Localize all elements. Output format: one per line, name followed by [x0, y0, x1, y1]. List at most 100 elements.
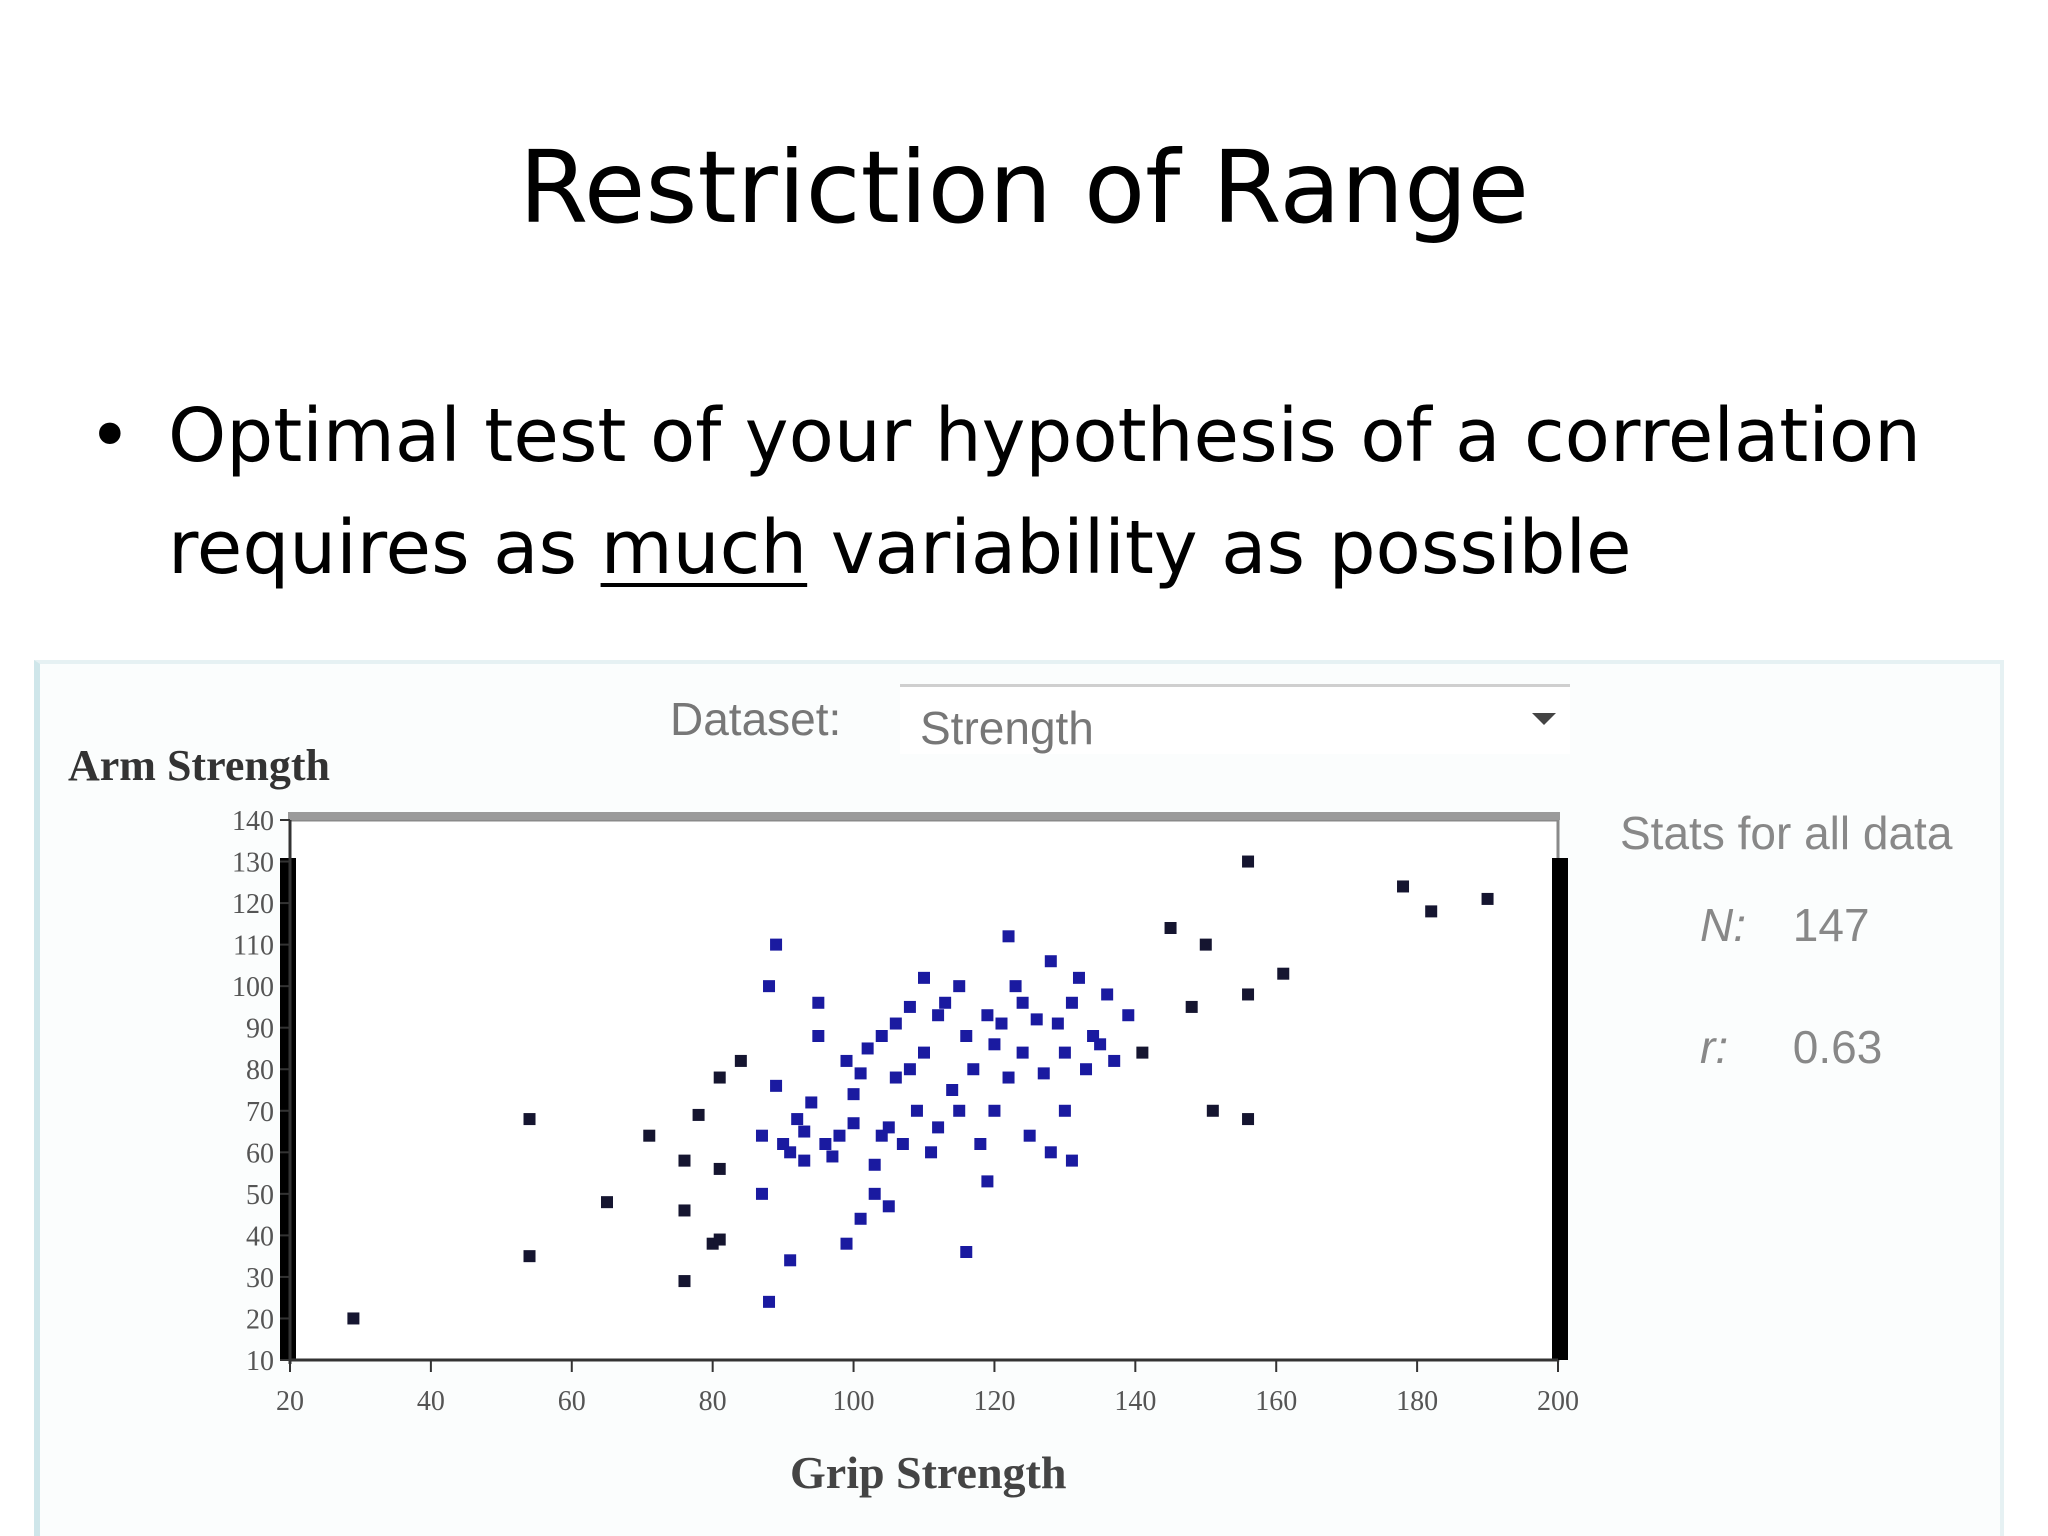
scatter-point [875, 1030, 888, 1042]
scatter-point [678, 1204, 691, 1217]
right-range-bar [1552, 858, 1568, 1360]
scatter-point [1199, 938, 1212, 951]
scatter-point [1016, 996, 1029, 1009]
scatter-point [854, 1067, 867, 1080]
y-tick-label: 10 [246, 1346, 274, 1377]
scatter-point [889, 1071, 902, 1084]
scatter-point [1122, 1009, 1135, 1022]
y-axis-title: Arm Strength [68, 741, 330, 790]
x-tick-label: 140 [1114, 1386, 1156, 1417]
scatter-point [946, 1084, 959, 1096]
x-tick-label: 20 [276, 1386, 304, 1417]
bullet-marker: • [88, 393, 132, 479]
scatter-point [755, 1129, 768, 1142]
scatter-point [713, 1233, 726, 1246]
scatter-point [960, 1030, 973, 1042]
scatter-point [601, 1196, 613, 1209]
scatter-point [1206, 1104, 1219, 1117]
scatter-point [798, 1154, 811, 1167]
stat-n-label: N: [1700, 899, 1746, 951]
stat-r-label: r: [1700, 1021, 1729, 1073]
y-tick-label: 70 [246, 1097, 274, 1128]
scatter-point [347, 1312, 360, 1325]
scatter-point [1108, 1054, 1121, 1067]
scatter-point [861, 1042, 874, 1055]
x-axis-title: Grip Strength [790, 1447, 1067, 1498]
scatter-point [918, 971, 930, 984]
scatter-point [953, 980, 966, 993]
scatter-point [1101, 988, 1114, 1001]
scatter-point [910, 1104, 923, 1117]
bullet-text-end: variability as possible [807, 505, 1632, 591]
scatter-point [826, 1150, 839, 1163]
bullet-text: Optimal test of your hypothesis of a cor… [168, 380, 1988, 604]
stat-r: r: 0.63 [1700, 1020, 1882, 1074]
plot-area [288, 818, 1560, 1362]
scatter-point [678, 1275, 691, 1288]
scatter-point [995, 1017, 1008, 1030]
scatter-point [1058, 1104, 1071, 1117]
scatter-point [1002, 930, 1015, 943]
left-range-bar [280, 858, 296, 1360]
y-tick-label: 50 [246, 1180, 274, 1211]
scatter-point [1425, 905, 1438, 918]
scatter-point [784, 1254, 797, 1267]
scatter-point [1481, 892, 1494, 905]
scatter-point [868, 1187, 881, 1200]
y-tick-label: 80 [246, 1055, 274, 1086]
scatter-point [868, 1158, 881, 1171]
chevron-down-icon[interactable] [1532, 713, 1556, 725]
scatter-point [925, 1146, 938, 1159]
scatter-point [988, 1104, 1001, 1117]
scatter-point [1242, 988, 1255, 1001]
scatter-point [896, 1138, 909, 1150]
scatter-point [1164, 922, 1177, 934]
scatter-point [953, 1104, 966, 1117]
scatter-point [981, 1009, 994, 1022]
scatter-point [967, 1063, 980, 1076]
scatter-point [1185, 1000, 1198, 1013]
scatter-point [1044, 1146, 1057, 1159]
y-tick-label: 20 [246, 1304, 274, 1335]
scatter-point [833, 1129, 846, 1142]
dataset-dropdown[interactable]: Strength [900, 684, 1570, 754]
scatter-point [523, 1250, 536, 1263]
scatter-point [960, 1246, 973, 1258]
scatter-point [1016, 1046, 1029, 1059]
scatter-point [981, 1175, 994, 1188]
scatter-point [1009, 980, 1022, 993]
scatter-point [889, 1017, 902, 1030]
scatter-point [812, 1030, 825, 1042]
slide-title: Restriction of Range [518, 129, 1530, 246]
dataset-label: Dataset: [670, 693, 842, 745]
scatter-point [1030, 1013, 1043, 1026]
y-tick-label: 30 [246, 1263, 274, 1294]
scatter-point [734, 1054, 747, 1067]
y-tick-label: 130 [232, 848, 274, 879]
y-tick-label: 110 [233, 931, 274, 962]
scatter-point [918, 1046, 930, 1059]
scatter-point [854, 1212, 867, 1225]
plot-top-border [288, 812, 1560, 820]
y-tick-label: 60 [246, 1138, 274, 1169]
scatter-point [1065, 996, 1078, 1009]
scatter-point [1397, 880, 1410, 893]
scatter-point [523, 1113, 536, 1126]
scatter-point [939, 996, 952, 1009]
scatter-point [770, 938, 783, 951]
scatter-point [1065, 1154, 1078, 1167]
x-tick-label: 180 [1396, 1386, 1438, 1417]
scatter-point [1242, 855, 1255, 868]
y-tick-label: 140 [232, 806, 274, 837]
scatter-point [819, 1138, 832, 1150]
scatter-point [1044, 955, 1057, 968]
bullet-text-emphasis: much [600, 505, 808, 591]
y-tick-label: 90 [246, 1014, 274, 1045]
scatter-point [770, 1079, 783, 1092]
scatter-point [763, 1295, 776, 1308]
scatter-point [1136, 1046, 1149, 1059]
scatter-point [755, 1187, 768, 1200]
x-tick-label: 200 [1537, 1386, 1579, 1417]
scatter-point [988, 1038, 1001, 1051]
scatter-point [692, 1108, 705, 1121]
